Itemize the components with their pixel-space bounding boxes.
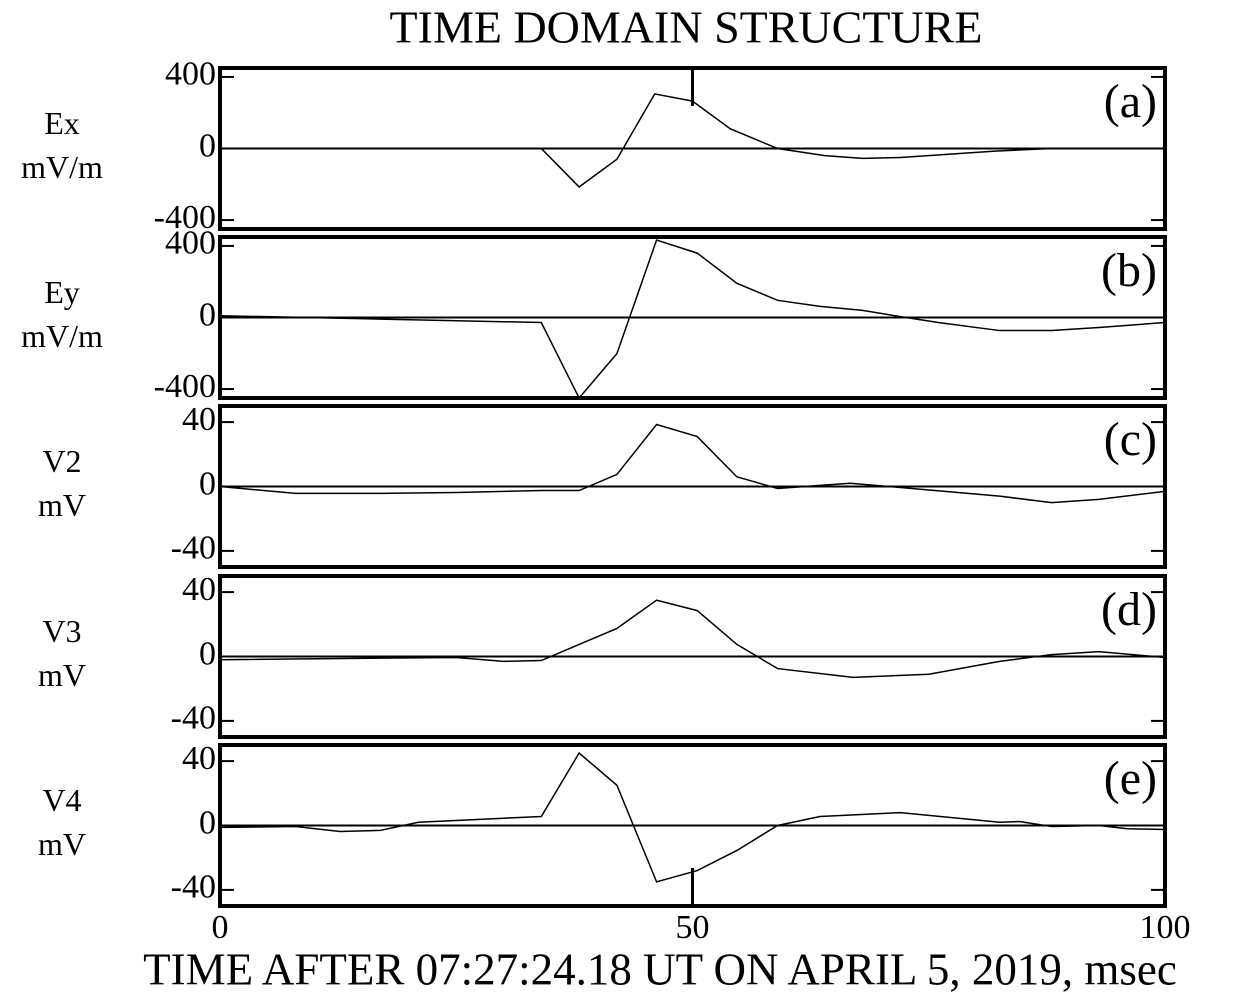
y-tick-label: 400 — [165, 56, 216, 93]
y-axis-label: Ey — [44, 274, 80, 310]
y-tick-label: 0 — [199, 296, 216, 333]
y-tick-label: 400 — [165, 225, 216, 262]
y-tick-label: -40 — [171, 869, 216, 906]
y-tick-label: 0 — [199, 127, 216, 164]
y-tick-label: -400 — [154, 368, 216, 405]
line-series — [220, 239, 1165, 398]
y-axis-label: mV — [38, 657, 86, 693]
y-axis-label: Ex — [44, 105, 80, 141]
y-axis-label: mV/m — [21, 318, 103, 354]
y-tick-label: 40 — [182, 740, 216, 777]
panel-label: (e) — [1104, 752, 1157, 805]
y-tick-label: 0 — [199, 465, 216, 502]
line-series — [220, 599, 1165, 679]
panel-label: (c) — [1104, 413, 1157, 466]
y-axis-label: mV — [38, 487, 86, 523]
y-axis-label: V4 — [42, 782, 81, 818]
y-axis-label: mV — [38, 826, 86, 862]
y-axis-label: V3 — [42, 613, 81, 649]
y-tick-label: 40 — [182, 571, 216, 608]
y-tick-label: 0 — [199, 635, 216, 672]
panel-label: (d) — [1101, 583, 1157, 636]
y-axis-label: V2 — [42, 443, 81, 479]
y-tick-label: -40 — [171, 530, 216, 567]
line-series — [220, 423, 1165, 504]
line-series — [220, 93, 1165, 188]
line-series — [220, 751, 1165, 883]
chart-title: TIME DOMAIN STRUCTURE — [390, 2, 983, 53]
x-axis-label: TIME AFTER 07:27:24.18 UT ON APRIL 5, 20… — [143, 944, 1177, 994]
y-axis-label: mV/m — [21, 149, 103, 185]
y-tick-label: 40 — [182, 401, 216, 438]
y-tick-label: 0 — [199, 804, 216, 841]
y-tick-label: -40 — [171, 700, 216, 737]
panel-label: (a) — [1104, 75, 1157, 128]
x-tick-label: 50 — [676, 909, 710, 946]
x-tick-label: 100 — [1140, 909, 1191, 946]
panel-label: (b) — [1101, 244, 1157, 297]
y-tick-label: -400 — [154, 199, 216, 236]
x-tick-label: 0 — [212, 909, 229, 946]
